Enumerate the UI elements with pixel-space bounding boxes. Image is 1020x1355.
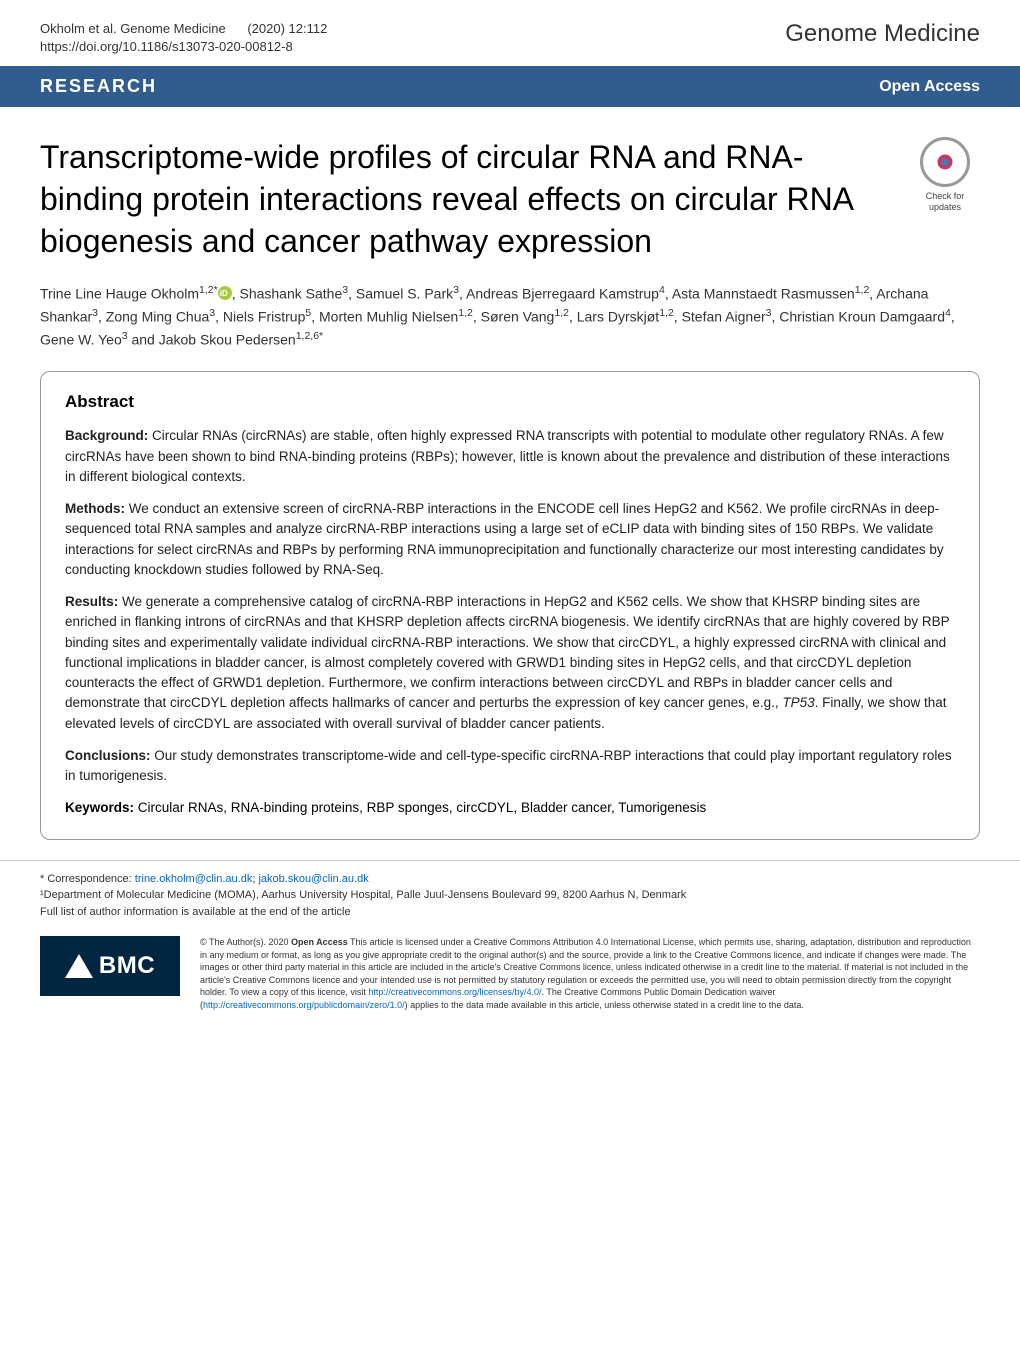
correspondence-prefix: * Correspondence: [40, 873, 135, 885]
article-title: Transcriptome-wide profiles of circular … [40, 137, 980, 262]
affiliation-note: Full list of author information is avail… [40, 906, 351, 918]
bmc-triangle-icon [65, 954, 93, 978]
results-text-pre: We generate a comprehensive catalog of c… [65, 594, 949, 710]
keywords-text: Circular RNAs, RNA-binding proteins, RBP… [138, 800, 707, 815]
citation-block: Okholm et al. Genome Medicine (2020) 12:… [40, 20, 327, 56]
abstract-box: Abstract Background: Circular RNAs (circ… [40, 371, 980, 839]
background-text: Circular RNAs (circRNAs) are stable, oft… [65, 428, 950, 484]
license-link-1[interactable]: http://creativecommons.org/licenses/by/4… [368, 987, 541, 997]
citation-authors: Okholm et al. Genome Medicine [40, 21, 226, 36]
license-open-access: Open Access [291, 937, 348, 947]
license-link-2[interactable]: http://creativecommons.org/publicdomain/… [203, 1000, 405, 1010]
abstract-conclusions: Conclusions: Our study demonstrates tran… [65, 746, 955, 787]
background-label: Background: [65, 428, 148, 443]
header-top: Okholm et al. Genome Medicine (2020) 12:… [0, 0, 1020, 66]
methods-label: Methods: [65, 501, 125, 516]
correspondence-email-1[interactable]: trine.okholm@clin.au.dk [135, 873, 253, 885]
bmc-logo: BMC [40, 936, 180, 996]
abstract-results: Results: We generate a comprehensive cat… [65, 592, 955, 734]
license-copyright: © The Author(s). 2020 [200, 937, 291, 947]
bmc-text: BMC [99, 952, 155, 980]
abstract-background: Background: Circular RNAs (circRNAs) are… [65, 426, 955, 487]
citation-year-vol: (2020) 12:112 [247, 21, 327, 36]
abstract-keywords: Keywords: Circular RNAs, RNA-binding pro… [65, 798, 955, 818]
results-gene: TP53 [782, 695, 814, 710]
abstract-heading: Abstract [65, 392, 955, 412]
citation-doi: https://doi.org/10.1186/s13073-020-00812… [40, 39, 293, 54]
journal-logo: Genome Medicine [785, 20, 980, 48]
methods-text: We conduct an extensive screen of circRN… [65, 501, 944, 577]
title-section: Transcriptome-wide profiles of circular … [0, 107, 1020, 282]
article-type-banner: RESEARCH Open Access [0, 66, 1020, 107]
keywords-label: Keywords: [65, 800, 134, 815]
open-access-label: Open Access [879, 78, 980, 96]
orcid-icon[interactable] [218, 286, 232, 300]
conclusions-label: Conclusions: [65, 748, 151, 763]
conclusions-text: Our study demonstrates transcriptome-wid… [65, 748, 952, 783]
license-body-3: ) applies to the data made available in … [405, 1000, 804, 1010]
footer-row: BMC © The Author(s). 2020 Open Access Th… [0, 926, 1020, 1042]
check-updates-badge[interactable]: Check for updates [910, 137, 980, 213]
correspondence-email-2[interactable]: jakob.skou@clin.au.dk [258, 873, 368, 885]
authors-list: Trine Line Hauge Okholm1,2*, Shashank Sa… [0, 282, 1020, 371]
abstract-methods: Methods: We conduct an extensive screen … [65, 499, 955, 580]
article-type-label: RESEARCH [40, 76, 157, 97]
results-label: Results: [65, 594, 118, 609]
affiliation-1: ¹Department of Molecular Medicine (MOMA)… [40, 889, 686, 901]
correspondence-block: * Correspondence: trine.okholm@clin.au.d… [0, 860, 1020, 927]
check-updates-icon [920, 137, 970, 187]
check-updates-text: Check for updates [910, 191, 980, 213]
license-text: © The Author(s). 2020 Open Access This a… [200, 936, 980, 1012]
